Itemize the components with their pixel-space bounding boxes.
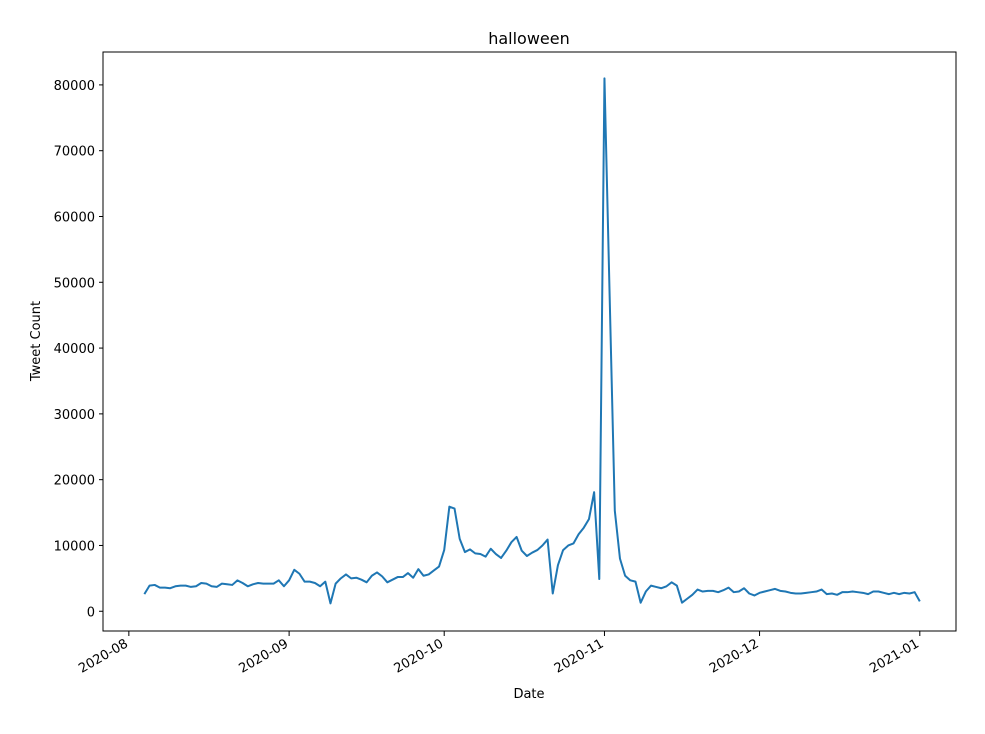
y-tick-label: 80000 [54, 79, 95, 94]
y-tick-label: 30000 [54, 408, 95, 423]
plot-frame [102, 51, 957, 632]
x-tick-label: 2020-09 [237, 636, 292, 676]
y-tick-label: 40000 [54, 342, 95, 357]
y-tick-label: 10000 [54, 539, 95, 554]
x-tick-label: 2020-11 [552, 636, 607, 676]
y-axis-label: Tweet Count [29, 301, 44, 382]
x-tick-label: 2020-12 [707, 636, 762, 676]
y-tick-label: 50000 [54, 276, 95, 291]
y-tick-label: 0 [87, 605, 95, 620]
y-tick-label: 60000 [54, 210, 95, 225]
x-tick-label: 2020-08 [76, 636, 131, 676]
y-tick-label: 20000 [54, 474, 95, 489]
data-line [143, 77, 921, 605]
x-tick-label: 2020-10 [392, 636, 447, 676]
y-tick-label: 70000 [54, 145, 95, 160]
x-tick-label: 2021-01 [867, 636, 922, 676]
chart-title: halloween [488, 29, 570, 48]
x-axis-label: Date [513, 687, 544, 702]
